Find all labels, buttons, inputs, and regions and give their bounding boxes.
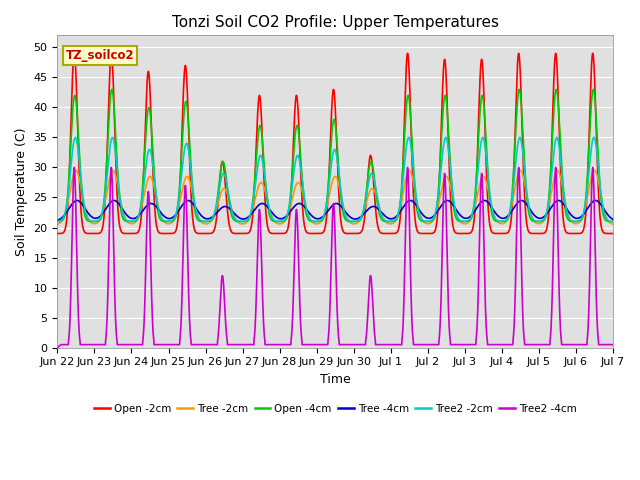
- Legend: Open -2cm, Tree -2cm, Open -4cm, Tree -4cm, Tree2 -2cm, Tree2 -4cm: Open -2cm, Tree -2cm, Open -4cm, Tree -4…: [90, 400, 580, 418]
- X-axis label: Time: Time: [320, 373, 351, 386]
- Text: TZ_soilco2: TZ_soilco2: [66, 49, 134, 62]
- Title: Tonzi Soil CO2 Profile: Upper Temperatures: Tonzi Soil CO2 Profile: Upper Temperatur…: [172, 15, 499, 30]
- Y-axis label: Soil Temperature (C): Soil Temperature (C): [15, 127, 28, 256]
